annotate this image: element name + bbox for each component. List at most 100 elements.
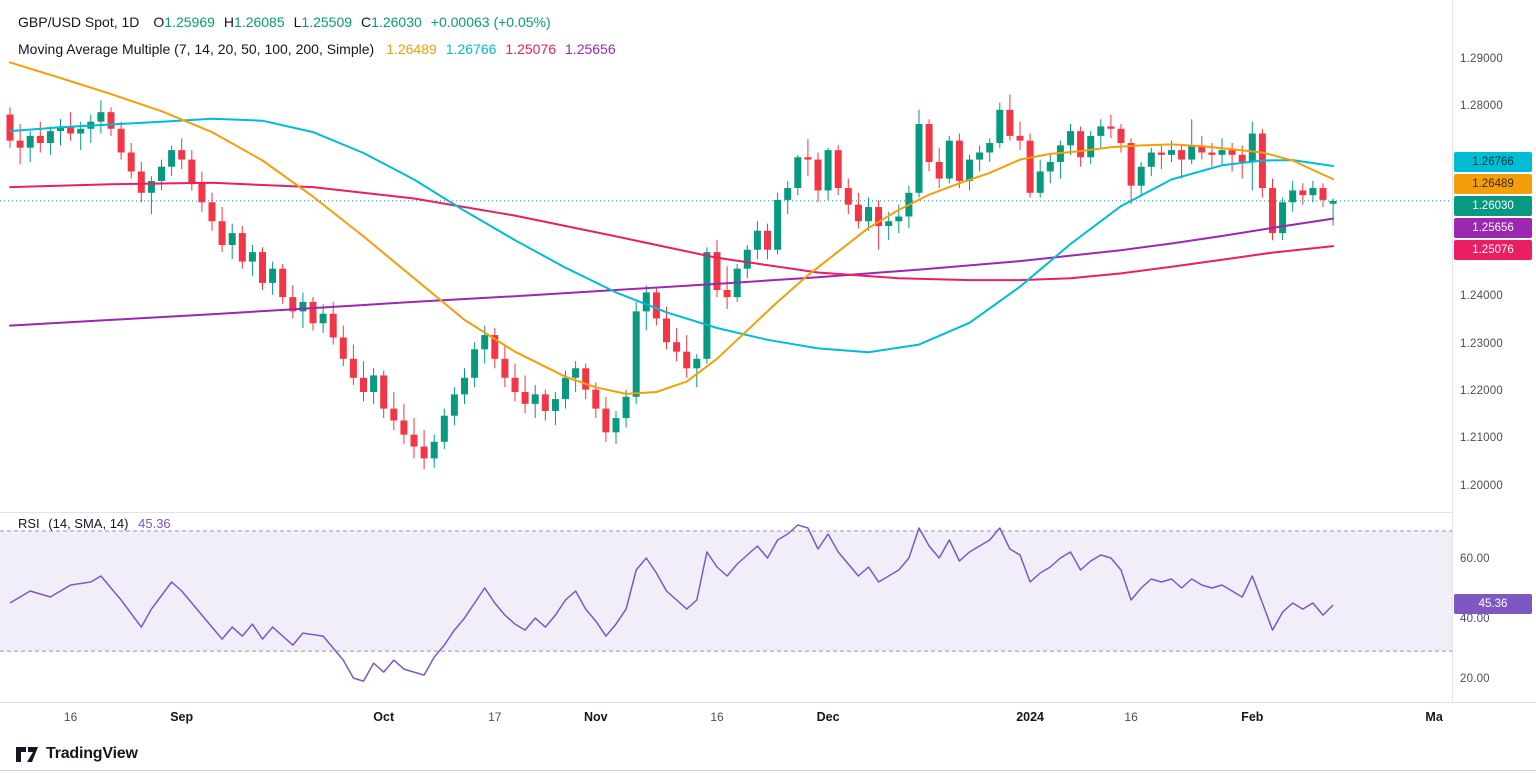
candle [440, 415, 448, 442]
candle [420, 446, 428, 459]
candle [1137, 166, 1145, 186]
candles-layer[interactable] [6, 94, 1337, 470]
rsi-legend: RSI (14, SMA, 14) 45.36 [18, 516, 171, 531]
ma-value-crimson: 1.25076 [505, 40, 557, 57]
candle [279, 268, 287, 298]
axis-tick: 1.20000 [1460, 479, 1503, 492]
ma-value-purple: 1.25656 [565, 40, 616, 57]
axis-tick: 20.00 [1460, 673, 1490, 686]
candle [1147, 152, 1155, 167]
ma-indicator-title[interactable]: Moving Average Multiple (7, 14, 20, 50, … [18, 40, 375, 57]
candle [1269, 188, 1276, 234]
time-label: 16 [1124, 710, 1138, 724]
candle [582, 368, 590, 390]
candle [774, 199, 782, 250]
change-value: +0.00063 (+0.05%) [430, 13, 551, 30]
candle [602, 408, 610, 433]
ma-cyan-line [9, 117, 1335, 354]
candle [289, 297, 297, 312]
candle [127, 152, 135, 172]
price-badge: 1.25656 [1454, 218, 1532, 239]
candle [218, 221, 226, 245]
ohlc-open: O1.25969 [153, 13, 215, 30]
candle [77, 128, 85, 134]
candle [1157, 152, 1165, 155]
candle [1046, 161, 1054, 172]
candle [461, 377, 468, 395]
candle [1036, 171, 1044, 193]
candle [854, 204, 862, 222]
candle [1238, 154, 1246, 162]
candle [208, 202, 216, 222]
candle [1319, 188, 1327, 200]
candle [1198, 145, 1206, 153]
time-label: Oct [373, 710, 395, 724]
time-label: Nov [583, 710, 608, 724]
rsi-pane[interactable] [0, 512, 1452, 702]
rsi-band [0, 531, 1452, 652]
rsi-line [9, 524, 1334, 682]
candle [511, 377, 519, 393]
candle [824, 150, 832, 191]
candle [471, 349, 479, 378]
candle [299, 301, 307, 312]
ma-value-orange: 1.26489 [386, 40, 437, 57]
candle [814, 159, 822, 191]
candle [572, 368, 580, 378]
symbol-legend: GBP/USD Spot, 1D O1.25969 H1.26085 L1.25… [18, 8, 625, 62]
candle [1097, 126, 1105, 136]
axis-tick: 1.29000 [1460, 52, 1503, 65]
tradingview-logo-text: TradingView [46, 745, 138, 762]
rsi-params: (14, SMA, 14) [48, 516, 129, 531]
candle [380, 375, 388, 409]
candle [663, 318, 670, 343]
candle [834, 150, 842, 189]
candle [430, 441, 438, 459]
candle [259, 252, 266, 283]
price-pane[interactable] [0, 0, 1452, 512]
ma-crimson-line [9, 181, 1335, 282]
candle [683, 351, 691, 369]
candle [269, 268, 277, 283]
candle [794, 157, 802, 189]
price-badge: 1.26489 [1454, 174, 1532, 195]
candle [1006, 109, 1014, 136]
candle [541, 394, 549, 411]
candle [713, 252, 721, 291]
candle [723, 290, 731, 298]
candle [1279, 202, 1287, 234]
candle [703, 252, 711, 359]
rsi-indicator-title[interactable]: RSI [18, 516, 40, 531]
symbol-title[interactable]: GBP/USD Spot, 1D [18, 13, 140, 30]
candle [875, 207, 883, 227]
rsi-badge: 45.36 [1454, 593, 1532, 614]
candle [1188, 145, 1196, 160]
candle [198, 183, 206, 203]
axis-tick: 1.23000 [1460, 337, 1503, 350]
time-label: Feb [1241, 710, 1264, 724]
time-label: 2024 [1016, 710, 1044, 724]
time-label: 16 [63, 710, 78, 724]
candle [6, 114, 14, 141]
candle [622, 396, 630, 419]
time-label: Dec [816, 710, 840, 724]
candle [360, 377, 367, 393]
time-axis[interactable]: 16 Sep Oct 17 Nov 16 Dec 2024 16 Feb Ma [0, 702, 1536, 741]
candle [632, 311, 640, 397]
candle [67, 126, 75, 134]
candle [1026, 140, 1034, 193]
candle [652, 292, 660, 319]
price-axis[interactable]: 1.29000 1.28000 1.24000 1.23000 1.22000 1.210… [1452, 0, 1536, 740]
tradingview-logo[interactable]: TradingView [16, 745, 138, 763]
candle [531, 394, 539, 404]
candle [915, 124, 923, 193]
tradingview-logo-icon [16, 746, 38, 762]
candle [248, 252, 256, 262]
candle [693, 358, 701, 369]
candle [592, 389, 600, 409]
candle [370, 375, 378, 393]
candle [178, 150, 186, 160]
candle [551, 399, 559, 411]
axis-tick: 40.00 [1460, 613, 1490, 626]
candle [1107, 126, 1115, 129]
